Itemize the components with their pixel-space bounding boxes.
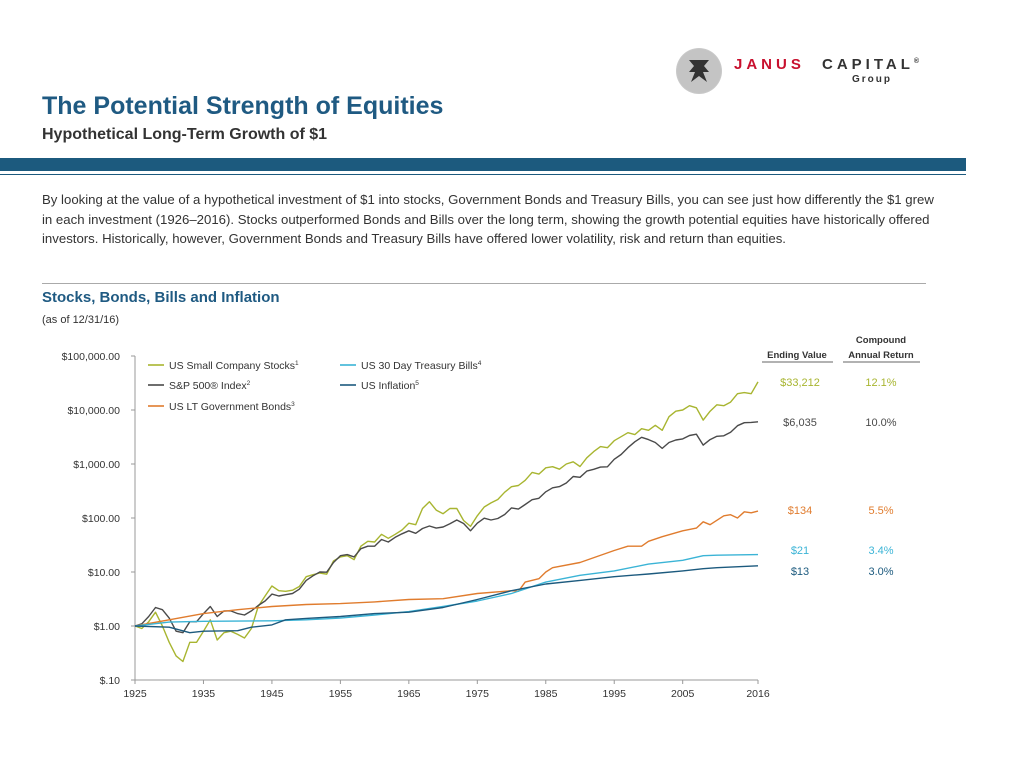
y-tick-label: $100,000.00: [62, 351, 121, 363]
legend-label-3: US 30 Day Treasury Bills4: [361, 360, 482, 372]
x-tick-label: 1995: [603, 688, 627, 700]
legend-label-0: US Small Company Stocks1: [169, 360, 299, 372]
series-line-4: [134, 565, 759, 634]
series-line-3: [134, 553, 759, 627]
ending-value-2: $134: [788, 505, 812, 517]
annual-return-3: 3.4%: [868, 545, 893, 557]
header-band-line: [0, 174, 966, 175]
x-tick-label: 2005: [671, 688, 695, 700]
y-tick-label: $1.00: [94, 621, 120, 633]
x-tick-label: 1955: [329, 688, 353, 700]
legend-label-4: US Inflation5: [361, 380, 419, 392]
x-tick-label: 1985: [534, 688, 558, 700]
y-tick-label: $1,000.00: [73, 459, 120, 471]
legend-label-1: S&P 500® Index2: [169, 380, 251, 392]
x-tick-label: 2016: [746, 688, 770, 700]
page-subtitle: Hypothetical Long-Term Growth of $1: [42, 126, 328, 143]
x-tick-label: 1925: [123, 688, 147, 700]
logo-janus-text: JANUS: [734, 56, 805, 73]
x-tick-label: 1945: [260, 688, 284, 700]
header-compound: Compound: [856, 335, 906, 346]
ending-value-4: $13: [791, 566, 809, 578]
y-tick-label: $10,000.00: [67, 405, 120, 417]
series-line-2: [134, 510, 759, 627]
intro-paragraph: By looking at the value of a hypothetica…: [42, 192, 934, 246]
janus-seal-icon: [676, 48, 722, 94]
page-title: The Potential Strength of Equities: [42, 92, 444, 120]
ending-value-0: $33,212: [780, 377, 820, 389]
y-tick-label: $.10: [100, 675, 121, 687]
annual-return-1: 10.0%: [865, 417, 896, 429]
header-annual-return: Annual Return: [848, 350, 914, 361]
ending-value-3: $21: [791, 545, 809, 557]
annual-return-0: 12.1%: [865, 377, 896, 389]
x-tick-label: 1965: [397, 688, 421, 700]
x-tick-label: 1975: [466, 688, 490, 700]
logo-capital-text: CAPITAL®: [822, 56, 920, 73]
x-tick-label: 1935: [192, 688, 216, 700]
section-divider: [42, 283, 926, 284]
chart-date: (as of 12/31/16): [42, 314, 120, 326]
growth-line-chart: $.10 $1.00 $10.00 $100.00 $1,000.00 $10,000.0…: [62, 335, 920, 700]
chart-title: Stocks, Bonds, Bills and Inflation: [42, 289, 280, 306]
annual-return-2: 5.5%: [868, 505, 893, 517]
y-tick-label: $10.00: [88, 567, 120, 579]
series-line-0: [134, 381, 759, 663]
series-line-1: [134, 421, 759, 634]
legend-label-2: US LT Government Bonds3: [169, 401, 295, 413]
ending-value-1: $6,035: [783, 417, 817, 429]
logo-group-text: Group: [852, 74, 892, 85]
janus-capital-logo: JANUS CAPITAL® Group: [676, 48, 936, 96]
header-band: [0, 158, 966, 171]
header-ending-value: Ending Value: [767, 350, 827, 361]
annual-return-4: 3.0%: [868, 566, 893, 578]
y-tick-label: $100.00: [82, 513, 120, 525]
